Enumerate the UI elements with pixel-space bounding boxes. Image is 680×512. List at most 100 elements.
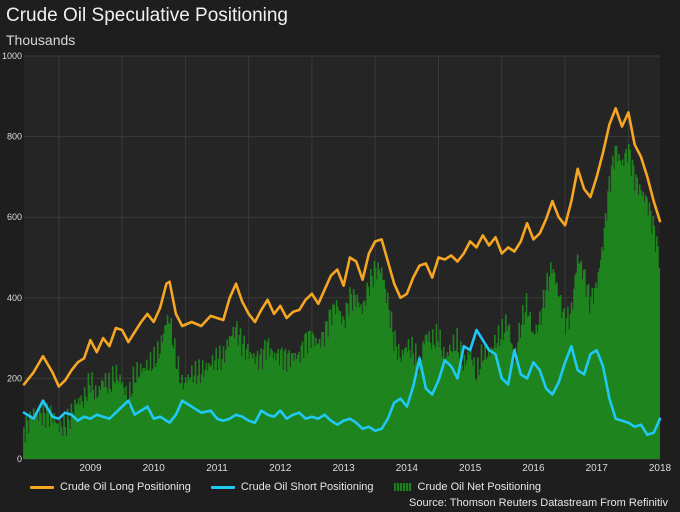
net-bar bbox=[171, 345, 174, 459]
crude-oil-long-positioning-line bbox=[22, 107, 662, 388]
net-bar bbox=[266, 342, 269, 459]
net-bar bbox=[249, 351, 252, 459]
net-bar bbox=[130, 396, 132, 459]
net-bar bbox=[519, 337, 522, 459]
legend-item-net: Crude Oil Net Positioning bbox=[393, 481, 541, 493]
net-bar bbox=[131, 393, 134, 459]
x-tick-label: 2013 bbox=[332, 463, 355, 474]
net-bar bbox=[503, 332, 506, 459]
net-bar bbox=[474, 379, 477, 459]
net-bar bbox=[322, 332, 325, 459]
x-tick-label: 2016 bbox=[522, 463, 545, 474]
net-bar bbox=[350, 294, 353, 459]
net-bar bbox=[500, 339, 502, 459]
net-bar bbox=[294, 353, 297, 459]
net-bar bbox=[147, 370, 149, 459]
net-bar bbox=[156, 341, 159, 459]
net-bar bbox=[47, 412, 50, 459]
net-bar bbox=[30, 415, 33, 459]
net-bar bbox=[490, 347, 493, 459]
net-bar bbox=[405, 347, 407, 459]
net-bar bbox=[652, 216, 654, 459]
net-bar bbox=[114, 383, 116, 459]
net-bar bbox=[45, 427, 47, 459]
net-bar bbox=[94, 385, 97, 459]
net-bar bbox=[166, 315, 169, 459]
net-bar bbox=[38, 406, 41, 459]
net-bar bbox=[309, 330, 311, 459]
net-bar bbox=[345, 302, 348, 459]
net-bar bbox=[401, 349, 404, 459]
net-bar bbox=[654, 251, 657, 459]
net-bar bbox=[408, 350, 411, 459]
net-bar bbox=[368, 296, 371, 459]
net-bar bbox=[288, 349, 291, 459]
net-bar bbox=[310, 348, 312, 459]
net-bar bbox=[167, 323, 170, 459]
net-bar bbox=[99, 389, 102, 459]
net-bar bbox=[287, 353, 289, 459]
net-bar bbox=[361, 313, 364, 459]
net-bar bbox=[606, 221, 608, 459]
net-bar bbox=[525, 293, 528, 459]
net-bar bbox=[458, 358, 461, 459]
net-bar bbox=[579, 263, 581, 459]
net-bar bbox=[578, 263, 580, 459]
net-bar bbox=[339, 311, 342, 459]
net-bar bbox=[468, 355, 471, 459]
net-bar bbox=[417, 373, 420, 459]
net-bar bbox=[226, 339, 228, 459]
net-bar bbox=[494, 334, 496, 459]
net-bar bbox=[489, 355, 491, 459]
legend-item-long: Crude Oil Long Positioning bbox=[30, 481, 191, 493]
legend-swatch-long bbox=[30, 485, 54, 489]
net-bar bbox=[293, 360, 295, 459]
net-bar bbox=[306, 353, 309, 459]
net-bar bbox=[449, 344, 451, 459]
net-bar bbox=[97, 396, 99, 459]
net-bar bbox=[155, 363, 158, 459]
net-bar bbox=[593, 288, 596, 459]
net-bar bbox=[146, 359, 148, 459]
net-bar bbox=[183, 382, 186, 459]
net-bar bbox=[485, 359, 488, 459]
net-bar bbox=[165, 324, 168, 459]
net-bar bbox=[372, 287, 374, 459]
net-bar bbox=[63, 415, 65, 459]
net-bar bbox=[366, 282, 368, 459]
net-bar bbox=[419, 361, 422, 459]
net-bar bbox=[64, 427, 67, 459]
net-bar bbox=[625, 148, 628, 459]
net-bar bbox=[557, 295, 559, 459]
x-tick-label: 2015 bbox=[459, 463, 482, 474]
net-bar bbox=[256, 350, 259, 459]
net-bar bbox=[397, 344, 400, 459]
net-bar bbox=[531, 331, 534, 459]
net-bar bbox=[545, 290, 547, 459]
net-bar bbox=[87, 373, 90, 459]
net-bar bbox=[580, 260, 583, 459]
net-bar bbox=[601, 247, 603, 459]
net-bar bbox=[103, 387, 106, 459]
net-bar bbox=[582, 269, 585, 459]
y-tick-label: 0 bbox=[17, 454, 22, 464]
net-bar bbox=[467, 351, 469, 459]
net-bar bbox=[260, 348, 263, 459]
net-bar bbox=[222, 346, 225, 459]
net-bar bbox=[497, 325, 500, 459]
net-bar bbox=[105, 387, 108, 459]
net-bar bbox=[90, 392, 92, 459]
net-bar bbox=[360, 304, 362, 459]
net-bar bbox=[316, 344, 318, 459]
net-bar bbox=[201, 360, 204, 459]
y-tick-label: 1000 bbox=[2, 51, 22, 61]
net-bar bbox=[206, 370, 209, 459]
net-bar bbox=[507, 325, 510, 459]
net-bar bbox=[102, 381, 104, 459]
net-bar bbox=[446, 351, 449, 459]
net-bar bbox=[247, 344, 249, 459]
net-bar bbox=[651, 234, 653, 459]
net-bar bbox=[232, 326, 235, 459]
net-bar bbox=[608, 176, 611, 459]
chart-subtitle: Thousands bbox=[6, 32, 76, 48]
